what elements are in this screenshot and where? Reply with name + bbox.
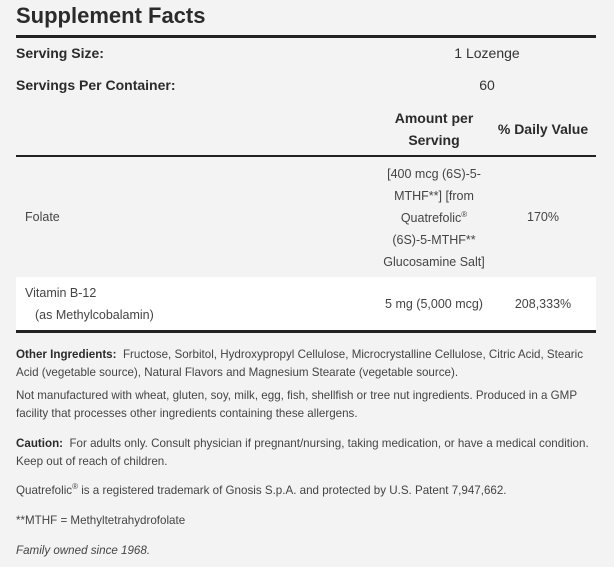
- title-divider: [16, 35, 596, 38]
- amount-line: Glucosamine Salt]: [383, 255, 485, 269]
- serving-size-value: 1 Lozenge: [454, 45, 520, 61]
- family-owned-note: Family owned since 1968.: [16, 544, 151, 557]
- nutrient-name: Vitamin B-12: [25, 286, 97, 300]
- daily-value-header: % Daily Value: [497, 121, 589, 137]
- servings-per-container-value: 60: [479, 77, 495, 93]
- page-title: Supplement Facts: [16, 3, 206, 28]
- amount-line: (6S)-5-MTHF**: [392, 233, 476, 247]
- caution-label: Caution:: [16, 437, 64, 450]
- amount-line: [400 mcg (6S)-5-: [387, 167, 481, 181]
- caution-text: For adults only. Consult physician if pr…: [16, 437, 589, 468]
- nutrient-daily-value: 208,333%: [514, 297, 572, 311]
- other-ingredients-text: Fructose, Sorbitol, Hydroxypropyl Cellul…: [16, 348, 583, 379]
- table-bottom-divider: [16, 330, 596, 333]
- allergen-note: Not manufactured with wheat, gluten, soy…: [16, 389, 577, 420]
- header-divider: [16, 155, 596, 157]
- other-ingredients-label: Other Ingredients:: [16, 348, 117, 361]
- mthf-footnote: **MTHF = Methyltetrahydrofolate: [16, 514, 186, 527]
- nutrient-name: Folate: [25, 210, 60, 224]
- nutrient-amount: 5 mg (5,000 mcg): [385, 297, 483, 311]
- trademark-text: is a registered trademark of Gnosis S.p.…: [77, 484, 507, 497]
- serving-size-label: Serving Size:: [16, 45, 104, 61]
- amount-line: Quatrefolic®: [364, 207, 504, 229]
- amount-line: MTHF**] [from: [394, 189, 474, 203]
- nutrient-source: (as Methylcobalamin): [35, 308, 154, 322]
- registered-mark: ®: [461, 209, 468, 219]
- amount-header-line2: Serving: [408, 132, 460, 148]
- table-row-vitamin-b12: [16, 277, 596, 330]
- caution: Caution: For adults only. Consult physic…: [16, 435, 600, 471]
- amount-line-text: Quatrefolic: [400, 211, 462, 225]
- registered-mark: ®: [72, 482, 78, 492]
- amount-per-serving-header: Amount per Serving: [374, 107, 494, 151]
- amount-header-line1: Amount per: [394, 110, 474, 126]
- other-ingredients: Other Ingredients: Fructose, Sorbitol, H…: [16, 346, 600, 382]
- trademark-note: Quatrefolic® is a registered trademark o…: [16, 482, 600, 500]
- servings-per-container-label: Servings Per Container:: [16, 77, 176, 93]
- nutrient-amount: [400 mcg (6S)-5- MTHF**] [from Quatrefol…: [364, 163, 504, 273]
- trademark-brand: Quatrefolic: [16, 484, 73, 497]
- nutrient-daily-value: 170%: [527, 210, 559, 224]
